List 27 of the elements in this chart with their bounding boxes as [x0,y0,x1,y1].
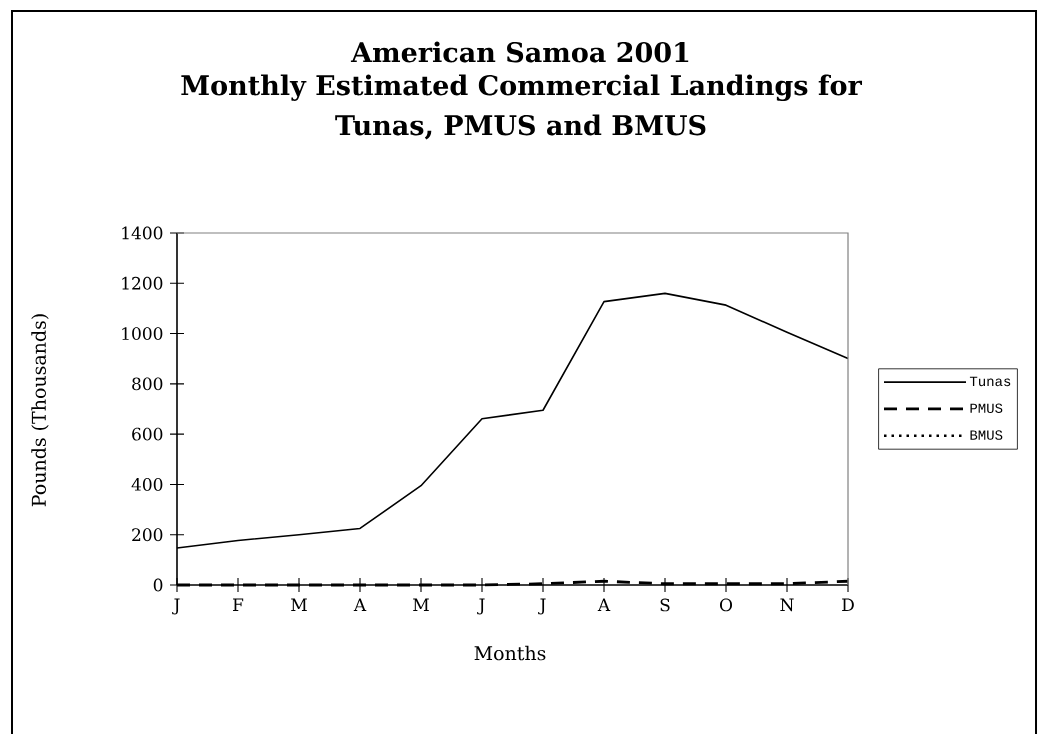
y-tick-label: 1000 [122,327,163,340]
x-tick-label: F [233,598,244,611]
y-axis-title: Pounds (Thousands) [31,314,49,507]
x-tick-label: O [719,598,733,612]
x-tick-label: M [291,598,307,611]
text: PMUS [970,403,1003,413]
x-tick-label: J [538,598,546,615]
chart-subtitle: Monthly Estimated Commercial Landings for Tunas, PMUS and BMUS [181,74,863,140]
x-tick-label: A [597,598,611,611]
text: Tunas [969,376,1011,387]
x-tick-label: A [353,598,367,611]
y-tick-label: 400 [131,477,163,491]
y-tick-label: 0 [153,578,163,592]
x-tick-label: J [172,598,180,615]
x-tick-label: D [842,598,854,611]
x-axis-title: Months [474,645,546,661]
x-tick-label: S [660,598,670,612]
x-tick-label: J [477,598,485,615]
y-tick-label: 600 [132,427,163,441]
legend-label: BMUS [970,430,1003,440]
y-tick-label: 800 [132,377,163,391]
y-tick-label: 200 [132,528,163,542]
x-tick-label: N [780,598,794,612]
y-tick-label: 1400 [122,226,163,240]
chart-title: American Samoa 2001 [350,41,689,63]
y-tick-label: 1200 [122,276,163,290]
x-tick-label: M [413,598,429,611]
